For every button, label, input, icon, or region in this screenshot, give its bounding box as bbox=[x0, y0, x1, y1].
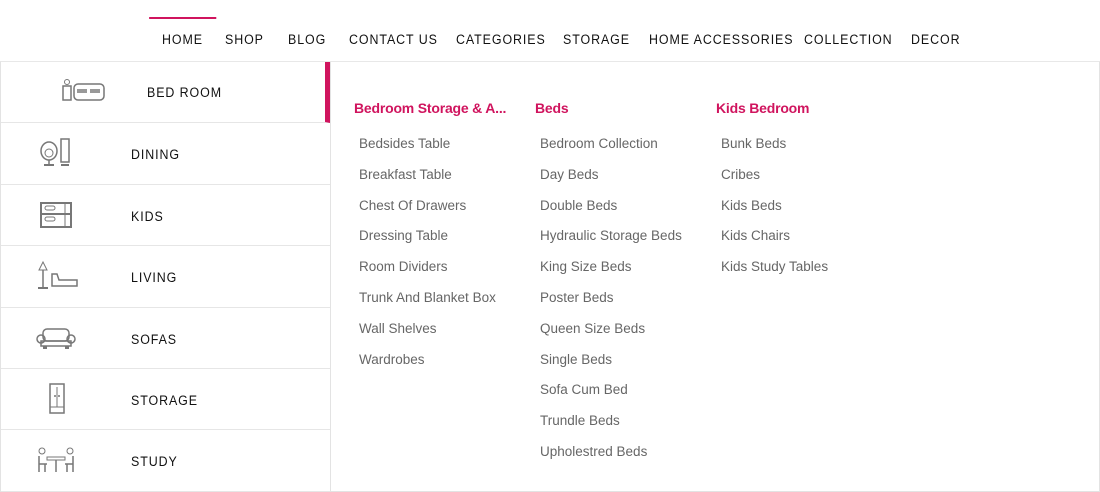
nav-contact-us[interactable]: CONTACT US bbox=[349, 32, 438, 47]
sidebar-item-storage[interactable]: STORAGE bbox=[1, 369, 330, 431]
menu-link[interactable]: Kids Chairs bbox=[721, 228, 791, 244]
nav-collection[interactable]: COLLECTION bbox=[804, 32, 893, 47]
categories-mega-menu: BED ROOM DINING KIDS LIVING SOFAS STORAGE STUD… bbox=[0, 61, 1100, 492]
menu-link[interactable]: Single Beds bbox=[540, 351, 613, 367]
menu-column: Beds Bedroom Collection Day Beds Double Bed… bbox=[535, 100, 682, 475]
sidebar-item-kids[interactable]: KIDS bbox=[1, 185, 330, 247]
sidebar-item-sofas[interactable]: SOFAS bbox=[1, 308, 330, 369]
menu-link[interactable]: Bunk Beds bbox=[721, 136, 787, 151]
menu-link[interactable]: Breakfast Table bbox=[359, 166, 452, 182]
menu-link[interactable]: King Size Beds bbox=[540, 259, 632, 275]
bunk-bed-icon bbox=[40, 201, 72, 228]
sidebar-item-dining[interactable]: DINING bbox=[1, 123, 330, 185]
menu-link[interactable]: Trundle Beds bbox=[540, 413, 620, 429]
menu-link[interactable]: Queen Size Beds bbox=[540, 320, 646, 336]
nav-decor[interactable]: DECOR bbox=[911, 32, 961, 47]
nav-storage[interactable]: STORAGE bbox=[563, 32, 630, 47]
menu-link[interactable]: Chest Of Drawers bbox=[359, 197, 467, 213]
menu-link[interactable]: Dressing Table bbox=[359, 228, 449, 244]
column-heading[interactable]: Beds bbox=[535, 100, 569, 116]
sidebar-item-label: SOFAS bbox=[131, 331, 178, 347]
study-table-icon bbox=[38, 447, 74, 473]
sidebar-item-living[interactable]: LIVING bbox=[1, 246, 330, 308]
sidebar-item-bed-room[interactable]: BED ROOM bbox=[1, 62, 330, 124]
menu-link[interactable]: Bedroom Collection bbox=[540, 136, 658, 151]
column-heading[interactable]: Kids Bedroom bbox=[716, 100, 810, 116]
menu-link[interactable]: Kids Study Tables bbox=[721, 259, 829, 275]
sidebar-item-label: LIVING bbox=[131, 270, 178, 286]
nav-home-accessories[interactable]: HOME ACCESSORIES bbox=[649, 32, 794, 47]
menu-link[interactable]: Wall Shelves bbox=[359, 320, 437, 336]
column-heading[interactable]: Bedroom Storage & A... bbox=[354, 100, 507, 116]
sidebar-item-label: STUDY bbox=[131, 454, 178, 470]
sidebar-item-label: DINING bbox=[131, 147, 180, 163]
category-sidebar: BED ROOM DINING KIDS LIVING SOFAS STORAGE STUD… bbox=[1, 62, 331, 492]
sidebar-item-label: BED ROOM bbox=[147, 85, 222, 100]
sidebar-item-label: KIDS bbox=[131, 208, 164, 224]
nav-blog[interactable]: BLOG bbox=[288, 32, 327, 47]
nav-home[interactable]: HOME bbox=[149, 17, 216, 47]
main-nav: HOME SHOP BLOG CONTACT US CATEGORIES STORAGE H… bbox=[0, 0, 1100, 61]
dining-icon bbox=[40, 138, 70, 167]
menu-column: Kids Bedroom Bunk Beds Cribes Kids Beds Kids… bbox=[716, 100, 828, 290]
sofa-icon bbox=[36, 327, 76, 349]
menu-link[interactable]: Upholestred Beds bbox=[540, 443, 648, 459]
bedroom-icon bbox=[62, 79, 105, 101]
nav-shop[interactable]: SHOP bbox=[225, 32, 264, 47]
lamp-chaise-icon bbox=[38, 261, 78, 290]
menu-link[interactable]: Sofa Cum Bed bbox=[540, 382, 628, 398]
menu-link[interactable]: Cribes bbox=[721, 166, 761, 182]
menu-link[interactable]: Double Beds bbox=[540, 197, 618, 213]
sidebar-item-study[interactable]: STUDY bbox=[1, 430, 330, 492]
menu-link[interactable]: Room Dividers bbox=[359, 259, 448, 275]
menu-column: Bedroom Storage & A... Bedsides Table Brea… bbox=[354, 100, 506, 382]
nav-categories[interactable]: CATEGORIES bbox=[456, 32, 546, 47]
menu-link[interactable]: Kids Beds bbox=[721, 197, 782, 213]
menu-link[interactable]: Wardrobes bbox=[359, 351, 425, 367]
menu-link[interactable]: Day Beds bbox=[540, 166, 599, 182]
menu-link[interactable]: Bedsides Table bbox=[359, 136, 451, 151]
menu-link[interactable]: Trunk And Blanket Box bbox=[359, 289, 496, 305]
menu-link[interactable]: Poster Beds bbox=[540, 289, 614, 305]
wardrobe-icon bbox=[49, 383, 65, 414]
sidebar-item-label: STORAGE bbox=[131, 392, 198, 408]
menu-link[interactable]: Hydraulic Storage Beds bbox=[540, 228, 682, 244]
